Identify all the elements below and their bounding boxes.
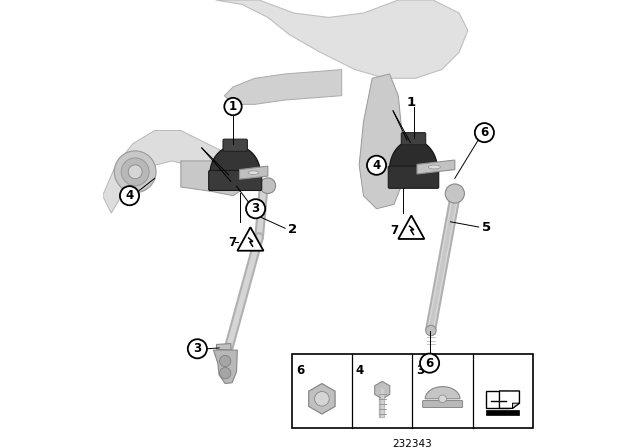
Circle shape — [225, 98, 242, 115]
Polygon shape — [216, 344, 231, 350]
Circle shape — [260, 178, 276, 194]
Polygon shape — [425, 387, 460, 399]
Polygon shape — [102, 130, 242, 213]
FancyBboxPatch shape — [292, 354, 533, 428]
Circle shape — [128, 165, 142, 179]
Circle shape — [420, 353, 439, 373]
Text: 7: 7 — [228, 236, 236, 249]
Circle shape — [220, 367, 231, 379]
Circle shape — [315, 392, 329, 406]
FancyBboxPatch shape — [486, 409, 520, 415]
FancyBboxPatch shape — [422, 401, 463, 408]
Circle shape — [121, 158, 149, 186]
Ellipse shape — [248, 171, 259, 174]
Circle shape — [120, 186, 139, 205]
Polygon shape — [181, 161, 246, 196]
Text: 232343: 232343 — [392, 439, 432, 448]
Text: 3: 3 — [416, 364, 424, 377]
Circle shape — [220, 355, 231, 366]
Polygon shape — [359, 74, 403, 209]
Text: 5: 5 — [482, 221, 491, 234]
Text: 7: 7 — [391, 224, 399, 237]
Polygon shape — [239, 166, 268, 179]
Text: 6: 6 — [426, 357, 434, 370]
Circle shape — [426, 325, 436, 336]
Polygon shape — [216, 0, 468, 78]
Polygon shape — [237, 227, 264, 251]
Ellipse shape — [428, 165, 440, 169]
Circle shape — [439, 395, 447, 403]
Circle shape — [475, 123, 494, 142]
Polygon shape — [374, 381, 390, 399]
FancyBboxPatch shape — [223, 139, 248, 151]
Polygon shape — [398, 215, 424, 239]
Polygon shape — [214, 350, 237, 383]
Text: 4: 4 — [356, 364, 364, 377]
Text: 1: 1 — [407, 96, 416, 109]
Polygon shape — [417, 160, 455, 174]
FancyBboxPatch shape — [388, 166, 439, 188]
Polygon shape — [513, 403, 520, 409]
Polygon shape — [486, 391, 509, 409]
Polygon shape — [308, 383, 335, 414]
Text: 1: 1 — [229, 100, 237, 113]
Text: 2: 2 — [288, 223, 298, 236]
Text: 3: 3 — [193, 342, 202, 355]
Text: 3: 3 — [252, 202, 260, 215]
Circle shape — [367, 156, 386, 175]
Circle shape — [445, 184, 465, 203]
FancyBboxPatch shape — [401, 133, 426, 145]
Circle shape — [115, 151, 156, 193]
Text: 4: 4 — [372, 159, 381, 172]
Polygon shape — [228, 162, 255, 184]
Text: 4: 4 — [125, 189, 134, 202]
Text: 6: 6 — [480, 126, 488, 139]
Text: 6: 6 — [296, 364, 305, 377]
Circle shape — [188, 339, 207, 358]
Polygon shape — [210, 146, 260, 174]
Polygon shape — [499, 391, 520, 409]
FancyBboxPatch shape — [209, 171, 262, 190]
Polygon shape — [390, 140, 437, 170]
Polygon shape — [225, 69, 342, 104]
Circle shape — [246, 199, 265, 218]
